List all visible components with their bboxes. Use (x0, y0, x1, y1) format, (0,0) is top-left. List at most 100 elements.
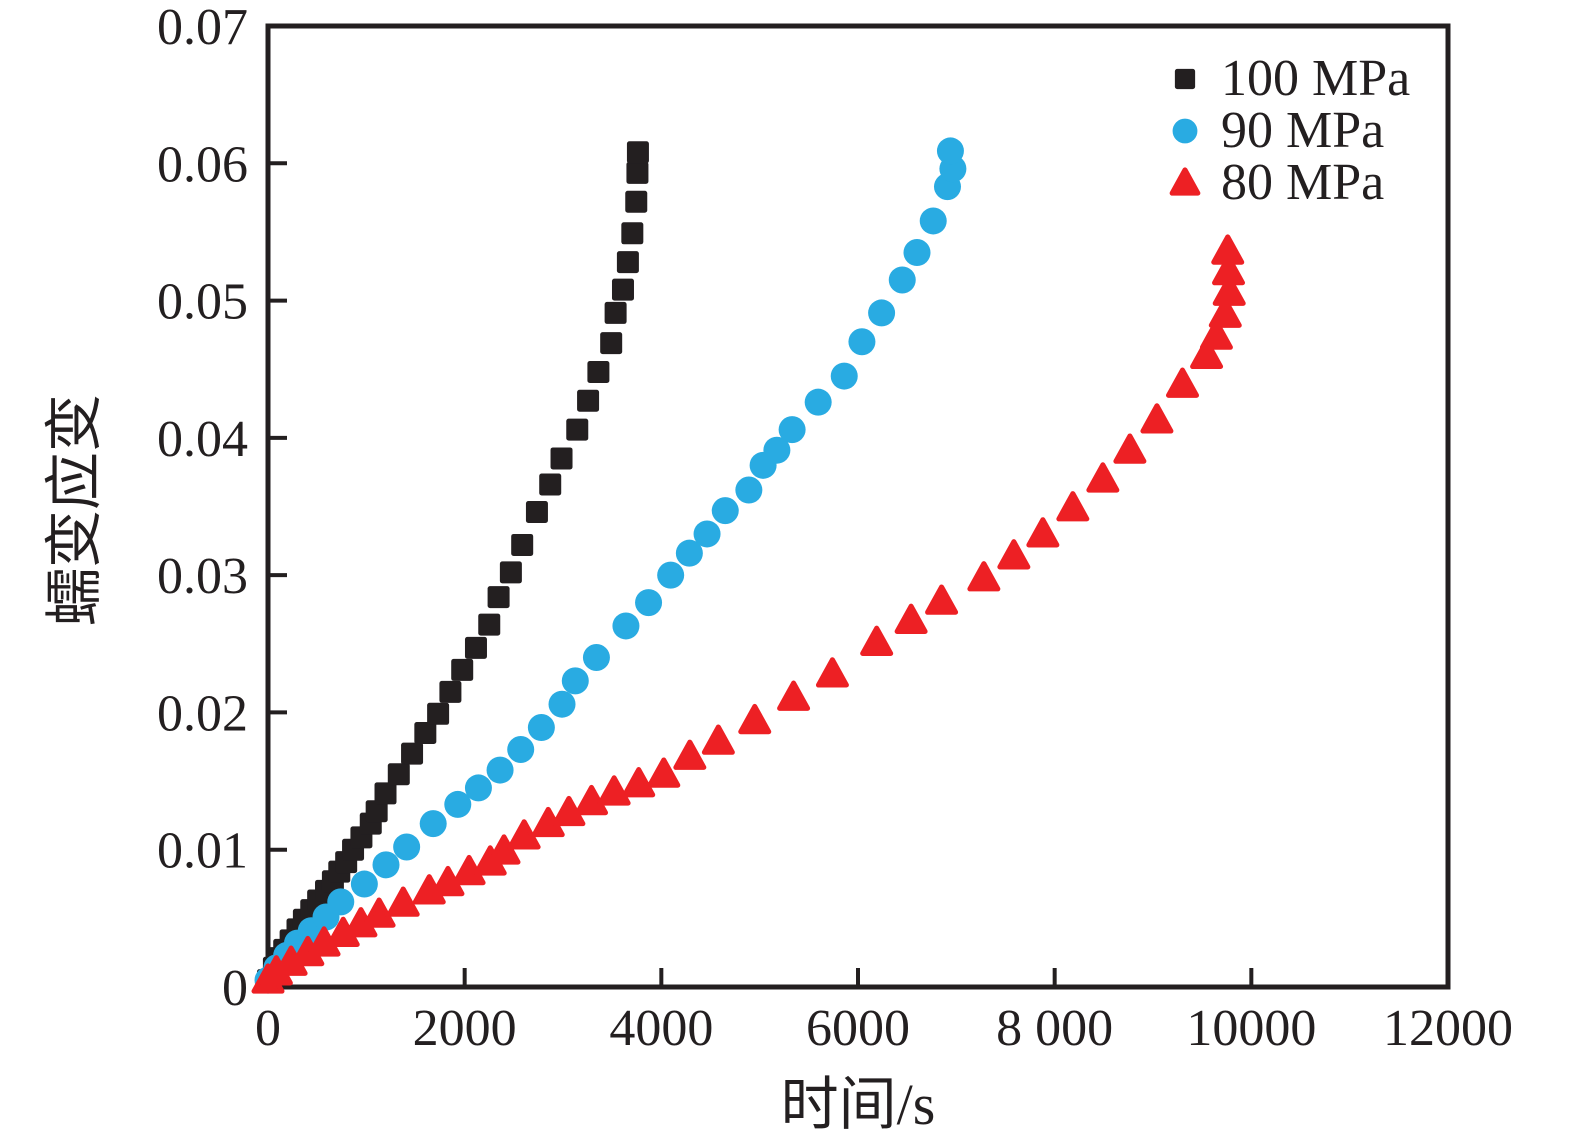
data-point-circle (612, 612, 640, 640)
legend-item-80mpa: 80 MPa (1163, 154, 1410, 211)
series-90-mpa (254, 137, 967, 994)
data-point-square (499, 561, 522, 584)
data-point-circle (635, 589, 663, 617)
legend-item-90mpa: 90 MPa (1163, 102, 1410, 159)
data-point-square (577, 389, 600, 412)
data-point-square (621, 222, 644, 245)
data-point-square (587, 360, 610, 383)
y-tick-label: 0.01 (157, 823, 248, 880)
data-point-triangle (673, 739, 707, 770)
legend-item-100mpa: 100 MPa (1163, 50, 1410, 107)
series-80-mpa (251, 234, 1246, 994)
x-tick-label: 2000 (413, 1000, 517, 1057)
data-point-triangle (1212, 275, 1246, 306)
data-point-circle (561, 667, 589, 695)
data-point-square (600, 332, 623, 355)
legend-marker-shape (1174, 68, 1196, 90)
data-point-circle (486, 756, 514, 784)
data-point-circle (419, 810, 447, 838)
data-point-square (439, 680, 462, 703)
data-point-square (626, 161, 649, 184)
legend: 100 MPa 90 MPa 80 MPa (1163, 50, 1410, 211)
data-point-square (566, 418, 589, 441)
data-point-triangle (1199, 319, 1233, 350)
data-point-circle (350, 870, 378, 898)
legend-label: 80 MPa (1221, 153, 1385, 211)
legend-label: 90 MPa (1221, 101, 1385, 159)
data-point-triangle (701, 724, 735, 755)
data-point-triangle (1212, 254, 1246, 286)
data-point-square (511, 533, 534, 556)
legend-label: 100 MPa (1221, 49, 1411, 107)
data-point-circle (778, 416, 806, 444)
square-legend-marker-icon (1174, 68, 1196, 90)
y-tick-label: 0 (222, 960, 248, 1017)
data-point-triangle (777, 680, 811, 711)
data-point-triangle (1166, 367, 1199, 398)
data-point-circle (735, 476, 763, 504)
legend-marker-shape (1169, 167, 1201, 196)
data-point-square (374, 782, 397, 805)
data-point-square (487, 586, 510, 609)
data-point-square (525, 500, 548, 523)
data-point-triangle (1056, 491, 1090, 522)
data-point-circle (675, 539, 703, 567)
data-point-square (611, 278, 634, 301)
data-point-circle (804, 388, 832, 416)
data-point-triangle (622, 767, 656, 798)
data-point-circle (444, 790, 472, 818)
data-point-circle (763, 436, 791, 464)
data-point-circle (711, 497, 739, 525)
data-point-square (625, 190, 648, 213)
data-point-triangle (647, 757, 681, 788)
legend-marker-shape (1172, 118, 1198, 144)
data-point-square (604, 301, 627, 324)
data-point-circle (393, 833, 421, 861)
data-point-circle (527, 714, 555, 742)
y-tick-label: 0.07 (157, 0, 248, 56)
data-point-circle (848, 328, 876, 356)
data-point-triangle (575, 784, 609, 816)
data-point-circle (327, 888, 355, 916)
x-tick-label: 8 000 (996, 1000, 1113, 1057)
data-point-triangle (362, 897, 396, 928)
y-tick-label: 0.06 (157, 136, 248, 193)
x-tick-label: 12000 (1383, 1000, 1513, 1057)
data-point-circle (464, 774, 492, 802)
data-point-circle (507, 735, 535, 763)
plot-border (265, 23, 1451, 990)
data-point-square (414, 722, 437, 745)
data-point-square (550, 447, 573, 470)
data-point-square (451, 658, 474, 681)
data-point-triangle (997, 539, 1031, 570)
data-point-circle (888, 266, 916, 294)
data-point-circle (372, 851, 400, 879)
data-point-triangle (967, 561, 1001, 592)
data-point-triangle (597, 775, 631, 806)
data-point-triangle (386, 886, 420, 917)
data-point-square (387, 763, 410, 786)
data-point-triangle (1026, 517, 1060, 548)
data-point-circle (657, 561, 685, 589)
data-point-triangle (738, 703, 772, 735)
x-tick-label: 4000 (609, 1000, 713, 1057)
data-point-square (365, 800, 388, 823)
data-point-triangle (894, 603, 928, 634)
x-tick-label: 0 (255, 1000, 281, 1057)
data-point-triangle (815, 657, 849, 688)
data-point-square (478, 613, 501, 636)
data-point-square (626, 141, 649, 164)
triangle-legend-marker-icon (1169, 167, 1201, 196)
data-point-square (464, 636, 487, 659)
data-point-square (427, 702, 450, 725)
data-point-circle (830, 362, 858, 390)
data-point-square (401, 742, 424, 765)
data-point-triangle (1113, 433, 1147, 464)
y-tick-label: 0.02 (157, 685, 248, 742)
data-point-circle (903, 239, 931, 267)
data-point-circle (582, 644, 610, 672)
series-100-mpa (257, 141, 649, 992)
y-tick-label: 0.04 (157, 411, 248, 468)
data-point-triangle (507, 819, 541, 850)
